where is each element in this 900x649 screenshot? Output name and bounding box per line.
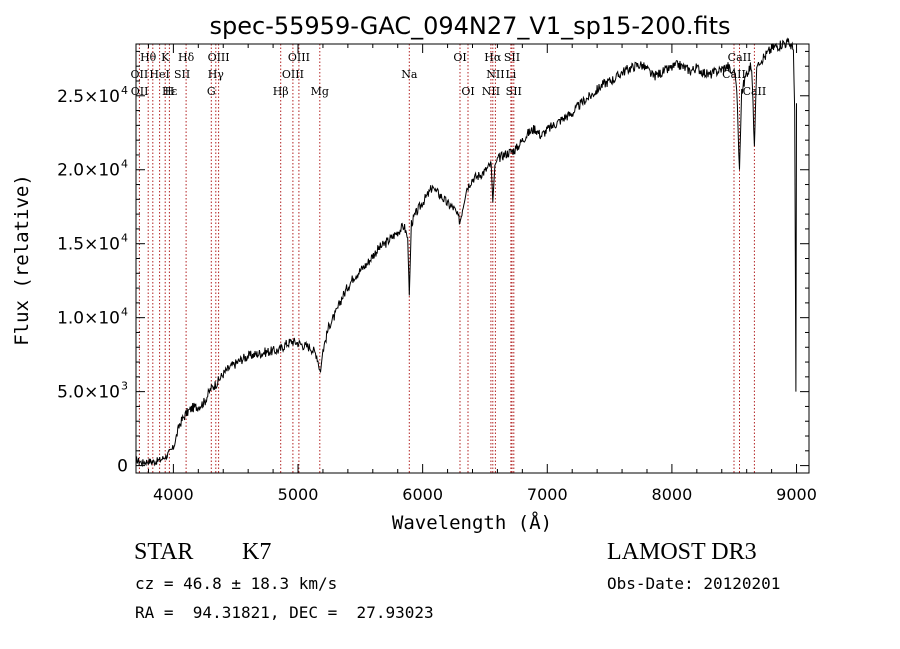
line-label: Hβ <box>273 85 289 98</box>
line-label: CaII <box>728 51 752 64</box>
line-label: OI <box>453 51 466 64</box>
y-tick-label: 0 <box>117 457 128 477</box>
line-label: Mg <box>311 85 329 98</box>
line-label: OIII <box>282 68 304 81</box>
line-label: SII <box>506 85 522 98</box>
y-tick-exponent: 4 <box>121 306 128 319</box>
y-tick-label: 2.0×10 <box>57 161 120 181</box>
x-tick-label: 7000 <box>527 485 568 504</box>
plot-frame <box>135 43 810 474</box>
x-tick-label: 8000 <box>652 485 693 504</box>
y-tick-label: 1.5×10 <box>57 235 120 255</box>
line-label: Li <box>505 68 516 81</box>
line-label: Hδ <box>178 51 195 64</box>
flux-series <box>135 37 797 468</box>
line-label: G <box>207 85 216 98</box>
line-label: Na <box>401 68 418 81</box>
x-axis: 4000 5000 6000 7000 8000 9000 <box>147 44 817 504</box>
line-label: Hθ <box>140 51 157 64</box>
line-label: OIII <box>288 51 310 64</box>
line-label: SII <box>174 68 190 81</box>
coordinates: RA = 94.31821, DEC = 27.93023 <box>135 603 434 622</box>
x-tick-label: 9000 <box>776 485 817 504</box>
x-tick-label: 5000 <box>278 485 319 504</box>
redshift-velocity: cz = 46.8 ± 18.3 km/s <box>135 574 338 593</box>
y-tick-exponent: 4 <box>121 232 128 245</box>
line-label: CaII <box>722 68 746 81</box>
object-class: STAR <box>134 539 194 565</box>
y-tick-label: 2.5×10 <box>57 87 120 107</box>
line-label: Hγ <box>208 68 225 81</box>
line-label: HeI <box>149 68 169 81</box>
y-tick-label: 1.0×10 <box>57 309 120 329</box>
line-label: OIII <box>208 51 230 64</box>
spectrum-chart: spec-55959-GAC_094N27_V1_sp15-200.fits H… <box>11 12 817 534</box>
line-label: NII <box>482 85 500 98</box>
line-label: CaII <box>743 85 767 98</box>
survey-name: LAMOST DR3 <box>607 539 757 565</box>
x-tick-label: 6000 <box>402 485 443 504</box>
line-label: K <box>161 51 170 64</box>
line-label: SII <box>504 51 520 64</box>
line-label: OI <box>461 85 474 98</box>
flux-line <box>135 37 797 468</box>
line-label: OII <box>131 68 149 81</box>
y-tick-exponent: 4 <box>121 84 128 97</box>
line-label: Hε <box>162 85 178 98</box>
line-label: NII <box>486 68 504 81</box>
observation-date: Obs-Date: 20120201 <box>607 574 781 593</box>
y-axis-label: Flux (relative) <box>11 174 33 346</box>
line-label: OII <box>131 85 149 98</box>
line-label: Hα <box>484 51 502 64</box>
y-tick-exponent: 4 <box>121 158 128 171</box>
object-subclass: K7 <box>242 539 272 565</box>
line-label: H <box>165 85 175 98</box>
line-markers <box>138 44 755 473</box>
y-axis: 05.0×10 31.0×10 41.5×10 42.0×10 42.5×10 4 <box>57 50 809 477</box>
x-axis-label: Wavelength (Å) <box>392 511 552 534</box>
x-tick-label: 4000 <box>153 485 194 504</box>
y-tick-exponent: 3 <box>121 380 128 393</box>
chart-title: spec-55959-GAC_094N27_V1_sp15-200.fits <box>210 12 731 40</box>
y-tick-label: 5.0×10 <box>57 383 120 403</box>
